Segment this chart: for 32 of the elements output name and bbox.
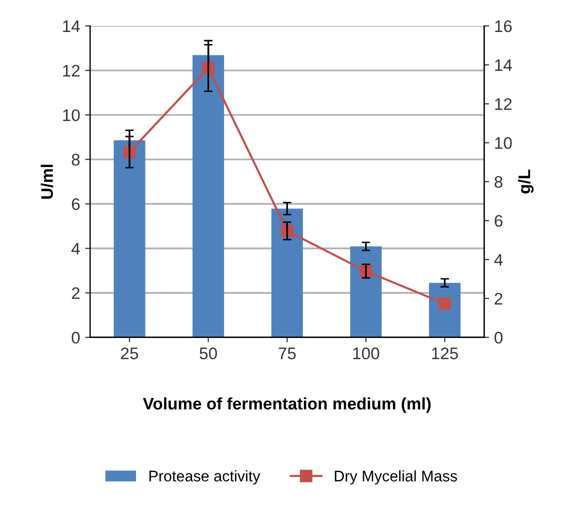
y-tick-label: 2 bbox=[72, 287, 80, 299]
y-tick-label: 4 bbox=[71, 242, 80, 254]
x-tick-label: 50 bbox=[200, 348, 217, 360]
y2-axis-title: g/L bbox=[518, 170, 534, 194]
point bbox=[438, 297, 452, 310]
x-axis-title: Volume of fermentation medium (ml) bbox=[142, 397, 431, 413]
bar bbox=[192, 55, 224, 338]
y2-tick-label: 0 bbox=[494, 332, 503, 344]
y-tick-label: 8 bbox=[72, 154, 80, 166]
y2-tick-label: 16 bbox=[495, 20, 512, 32]
x-tick-label: 125 bbox=[432, 348, 458, 360]
y2-tick-label: 12 bbox=[495, 98, 512, 110]
y2-tick-label: 10 bbox=[495, 137, 512, 149]
y-tick-label: 12 bbox=[63, 64, 80, 76]
legend-label: Dry Mycelial Mass bbox=[334, 470, 458, 484]
y2-tick-label: 4 bbox=[494, 254, 503, 266]
y-tick-label: 10 bbox=[63, 109, 80, 122]
x-tick-label: 25 bbox=[121, 348, 138, 360]
bar bbox=[114, 140, 146, 338]
bar bbox=[350, 246, 382, 338]
bar bbox=[271, 208, 303, 338]
y2-tick-label: 8 bbox=[494, 176, 502, 188]
x-tick-label: 75 bbox=[278, 348, 296, 360]
y-axis-title: U/ml bbox=[40, 164, 54, 199]
y-tick-label: 0 bbox=[72, 332, 80, 344]
y-tick-label: 6 bbox=[72, 198, 80, 210]
y-tick-label: 14 bbox=[63, 20, 80, 32]
y2-tick-label: 2 bbox=[494, 292, 502, 304]
legend-label: Protease activity bbox=[149, 470, 260, 484]
y2-tick-label: 6 bbox=[494, 214, 502, 227]
x-tick-label: 100 bbox=[353, 348, 380, 360]
y2-tick-label: 14 bbox=[495, 59, 512, 71]
